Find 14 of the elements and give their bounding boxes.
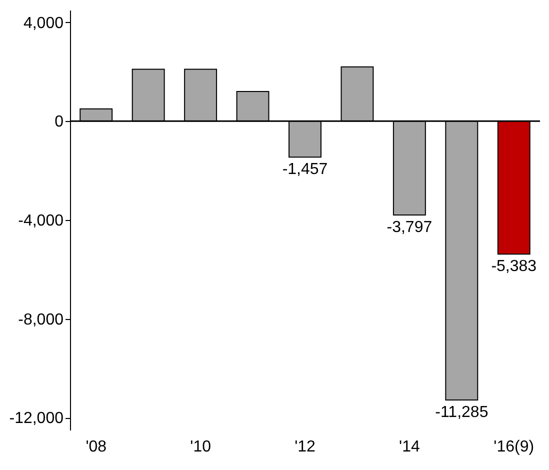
x-tick-label: '10 [190,438,212,456]
y-tick-label: 4,000 [23,14,64,32]
x-tick-label: '08 [86,438,107,456]
y-tick-label: 0 [54,114,64,131]
data-label: -11,285 [435,404,488,421]
data-label: -3,797 [386,218,432,236]
y-tick-label: -12,000 [9,410,64,428]
y-tick-label: -8,000 [18,311,64,328]
x-tick-label: '12 [294,438,316,456]
data-label: -1,457 [282,161,328,178]
data-label: -5,383 [491,258,537,276]
x-tick-label: '16(9) [494,438,534,456]
x-tick-label: '14 [399,438,420,456]
y-tick-label: -4,000 [18,212,64,230]
